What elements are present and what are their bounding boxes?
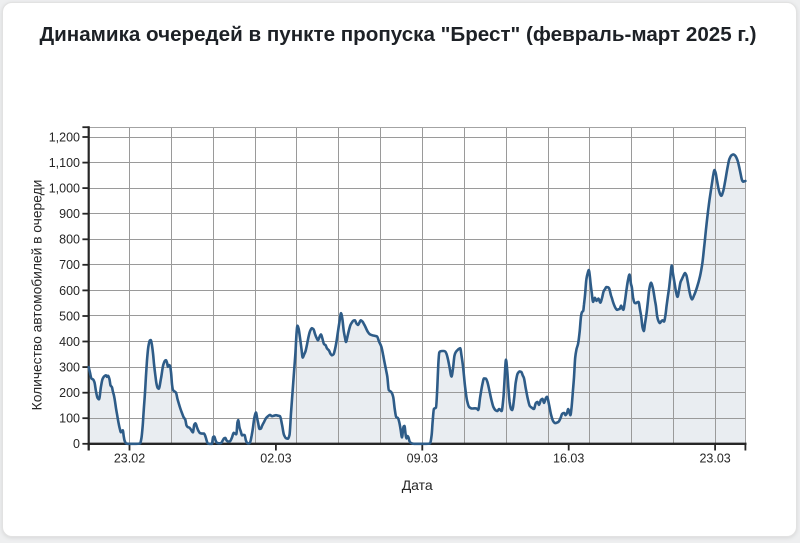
svg-text:100: 100: [59, 412, 80, 426]
svg-text:23.02: 23.02: [114, 452, 145, 466]
svg-text:Количество автомобилей в очере: Количество автомобилей в очереди: [29, 180, 44, 411]
svg-text:400: 400: [59, 335, 80, 349]
svg-text:300: 300: [59, 361, 80, 375]
svg-text:1,200: 1,200: [49, 130, 80, 144]
svg-text:1,100: 1,100: [49, 156, 80, 170]
svg-text:16.03: 16.03: [553, 452, 584, 466]
svg-text:900: 900: [59, 207, 80, 221]
svg-text:500: 500: [59, 309, 80, 323]
svg-text:0: 0: [73, 437, 80, 451]
svg-text:200: 200: [59, 386, 80, 400]
svg-text:Дата: Дата: [402, 477, 433, 493]
svg-text:09.03: 09.03: [407, 452, 438, 466]
svg-text:800: 800: [59, 233, 80, 247]
svg-text:02.03: 02.03: [260, 452, 291, 466]
svg-text:23.03: 23.03: [699, 452, 730, 466]
svg-text:700: 700: [59, 258, 80, 272]
svg-text:1,000: 1,000: [49, 182, 80, 196]
svg-text:600: 600: [59, 284, 80, 298]
svg-text:Динамика очередей в пункте про: Динамика очередей в пункте пропуска "Бре…: [39, 23, 756, 46]
